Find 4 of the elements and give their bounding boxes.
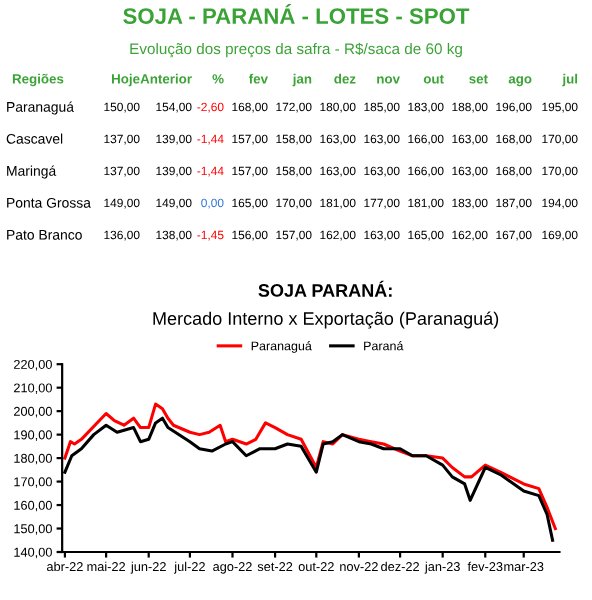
text: SOJA - PARANÁ - LOTES - SPOT <box>123 4 470 24</box>
chart-subtitle: Mercado Interno x Exportação (Paranaguá) <box>153 311 499 329</box>
line-series <box>63 402 557 531</box>
chart-title: SOJA PARANÁ: <box>258 280 392 297</box>
